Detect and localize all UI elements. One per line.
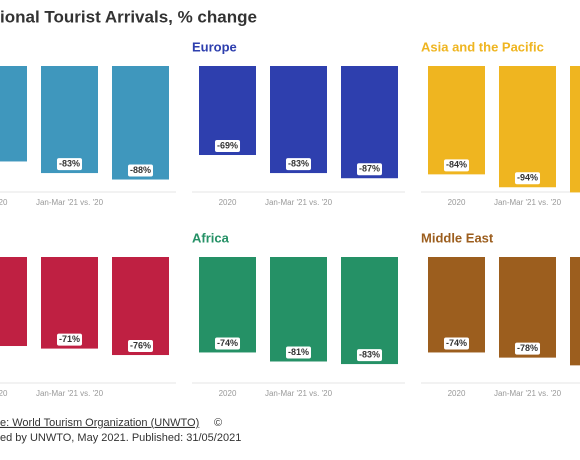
source-link[interactable]: e: World Tourism Organization (UNWTO): [0, 417, 199, 429]
value-label: -84%: [443, 159, 470, 172]
x-tick-label: 2020: [0, 389, 8, 398]
value-label-text: -83%: [288, 158, 309, 168]
value-label: -88%: [127, 164, 154, 177]
x-tick-label: 2020: [219, 389, 237, 398]
value-label-bg: [514, 172, 541, 185]
value-label-bg: [443, 159, 470, 172]
copyright: ©: [214, 417, 222, 429]
bar: [0, 257, 27, 347]
value-label: -69%: [214, 140, 241, 153]
value-label-text: -81%: [288, 347, 309, 357]
value-label-bg: [214, 337, 241, 350]
bar: [341, 257, 398, 365]
value-label-bg: [514, 342, 541, 355]
bar: [499, 257, 556, 358]
value-label-bg: [285, 158, 312, 171]
value-label: -87%: [356, 163, 383, 176]
panel-title: Asia and the Pacific: [421, 39, 544, 54]
bar: [428, 257, 485, 353]
value-label-bg: [127, 340, 154, 353]
value-label-bg: [356, 349, 383, 362]
value-label: -94%: [514, 172, 541, 185]
value-label-text: -76%: [130, 340, 151, 350]
bar: [428, 66, 485, 175]
x-tick-label: Jan-Mar '21 vs. '20: [494, 389, 562, 398]
value-label: -74%: [214, 337, 241, 350]
bar: [41, 66, 98, 174]
value-label-bg: [214, 140, 241, 153]
x-tick-label: 2020: [0, 198, 8, 207]
value-label-text: -71%: [59, 334, 80, 344]
value-label: -78%: [514, 342, 541, 355]
panel-title: Africa: [192, 230, 230, 245]
value-label-text: -69%: [217, 140, 238, 150]
x-tick-label: Jan-Mar '21 vs. '20: [494, 198, 562, 207]
value-label-text: -78%: [517, 343, 538, 353]
bar: [341, 66, 398, 179]
value-label: -71%: [56, 333, 83, 346]
value-label-text: -83%: [359, 349, 380, 359]
x-tick-label: Jan-Mar '21 vs. '20: [265, 389, 333, 398]
chart-title: ional Tourist Arrivals, % change: [0, 7, 257, 26]
bar: [112, 257, 169, 356]
value-label-bg: [56, 158, 83, 171]
value-label-text: -88%: [130, 165, 151, 175]
value-label-text: -74%: [217, 338, 238, 348]
value-label: -76%: [127, 340, 154, 353]
x-tick-label: Jan-Mar '21 vs. '20: [265, 198, 333, 207]
bar: [270, 66, 327, 174]
bar: [570, 66, 580, 193]
panel-title: Europe: [192, 39, 237, 54]
x-tick-label: Jan-Mar '21 vs. '20: [36, 198, 104, 207]
value-label: -81%: [285, 346, 312, 359]
value-label-bg: [285, 346, 312, 359]
value-label-bg: [356, 163, 383, 176]
value-label-text: -84%: [446, 160, 467, 170]
bar: [570, 257, 580, 366]
value-label-text: -83%: [59, 158, 80, 168]
footer-note: ed by UNWTO, May 2021. Published: 31/05/…: [0, 432, 241, 444]
bar: [0, 66, 27, 162]
bar: [199, 257, 256, 353]
panel-title: Middle East: [421, 230, 494, 245]
bar: [499, 66, 556, 188]
value-label-text: -87%: [359, 164, 380, 174]
value-label-text: -94%: [517, 173, 538, 183]
value-label: -83%: [356, 349, 383, 362]
value-label-text: -74%: [446, 338, 467, 348]
value-label-bg: [56, 333, 83, 346]
x-tick-label: 2020: [219, 198, 237, 207]
value-label-bg: [443, 337, 470, 350]
value-label: -74%: [443, 337, 470, 350]
bar: [270, 257, 327, 362]
x-tick-label: Jan-Mar '21 vs. '20: [36, 389, 104, 398]
value-label: -83%: [285, 158, 312, 171]
x-tick-label: 2020: [448, 389, 466, 398]
bar: [41, 257, 98, 349]
value-label: -83%: [56, 158, 83, 171]
value-label-bg: [127, 164, 154, 177]
bar: [112, 66, 169, 180]
x-tick-label: 2020: [448, 198, 466, 207]
